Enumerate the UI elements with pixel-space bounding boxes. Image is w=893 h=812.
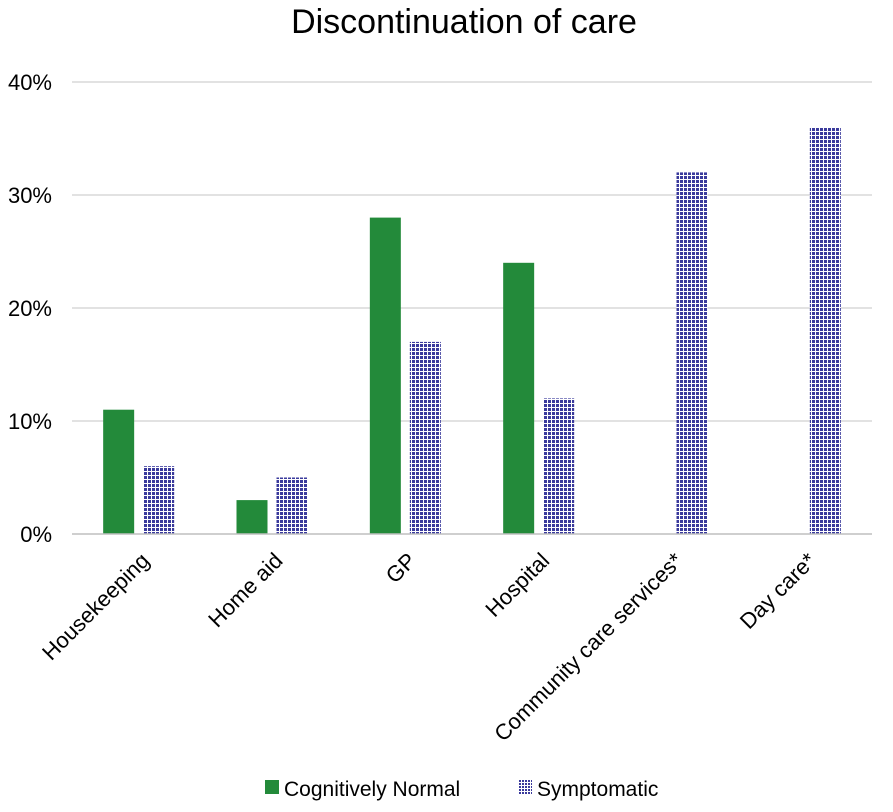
legend-label-symptomatic: Symptomatic <box>537 778 658 801</box>
legend: Cognitively Normal Symptomatic <box>265 778 658 801</box>
bar-symptomatic-home-aid <box>276 477 308 534</box>
x-category-label-hospital: Hospital <box>480 548 554 622</box>
legend-swatch-symptomatic <box>518 780 532 794</box>
bar-cognitively-normal-hospital <box>503 262 535 534</box>
bar-symptomatic-housekeeping <box>143 466 175 534</box>
bar-symptomatic-hospital <box>543 398 575 534</box>
x-category-label-housekeeping: Housekeeping <box>37 548 154 665</box>
y-tick-label-30: 30% <box>8 183 52 208</box>
legend-item-symptomatic: Symptomatic <box>518 778 658 801</box>
x-category-label-day-care: Day care* <box>735 548 821 634</box>
bar-cognitively-normal-housekeeping <box>103 409 135 534</box>
x-category-label-home-aid: Home aid <box>203 548 287 632</box>
bar-cognitively-normal-home-aid <box>236 500 268 534</box>
x-category-label-gp: GP <box>381 548 421 588</box>
bar-symptomatic-gp <box>409 341 441 534</box>
bar-cognitively-normal-gp <box>369 217 401 534</box>
y-tick-label-0: 0% <box>20 522 52 547</box>
legend-item-cognitively-normal: Cognitively Normal <box>265 778 460 801</box>
gridlines <box>72 81 872 422</box>
y-tick-label-20: 20% <box>8 296 52 321</box>
legend-label-cognitively-normal: Cognitively Normal <box>284 778 460 801</box>
y-tick-label-40: 40% <box>8 70 52 95</box>
y-tick-label-10: 10% <box>8 409 52 434</box>
bar-symptomatic-day-care <box>809 127 841 534</box>
y-axis-ticks: 0% 10% 20% 30% 40% <box>8 70 52 547</box>
bar-symptomatic-community-care-services <box>676 172 708 534</box>
legend-swatch-cognitively-normal <box>265 780 279 794</box>
bars <box>103 127 841 534</box>
x-axis-category-labels: Housekeeping Home aid GP HospitalCommunity … <box>37 548 821 747</box>
chart-title: Discontinuation of care <box>291 3 637 41</box>
